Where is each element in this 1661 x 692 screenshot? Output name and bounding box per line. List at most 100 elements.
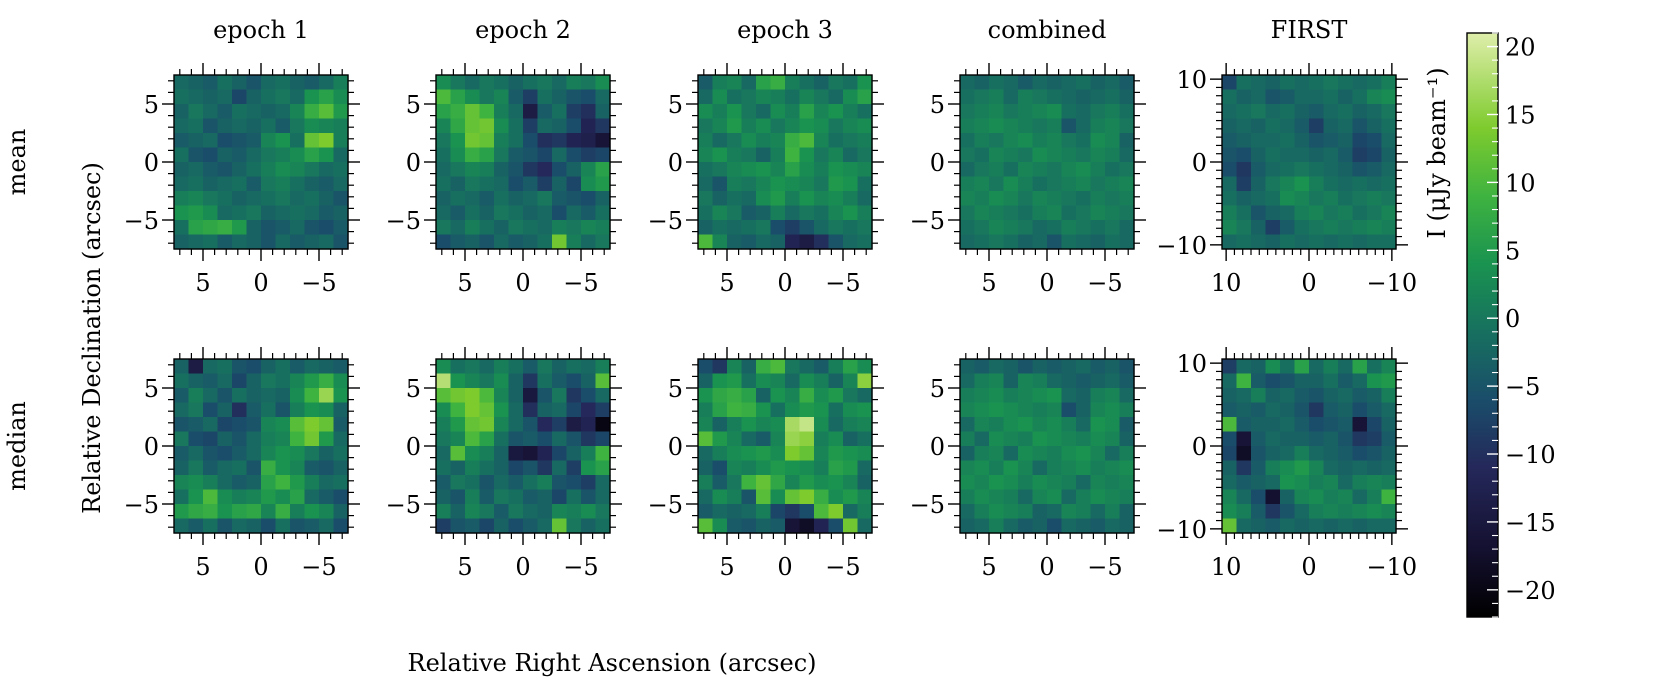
heatmap-cell bbox=[465, 359, 481, 375]
heatmap-cell bbox=[508, 220, 524, 236]
heatmap-cell bbox=[290, 475, 306, 491]
heatmap-cell bbox=[857, 191, 873, 207]
heatmap-cell bbox=[436, 205, 452, 221]
heatmap-cell bbox=[989, 518, 1005, 534]
heatmap-cell bbox=[857, 162, 873, 178]
heatmap-cell bbox=[989, 220, 1005, 236]
heatmap-cell bbox=[566, 373, 582, 389]
y-tick-label: 5 bbox=[930, 91, 945, 119]
heatmap-cell bbox=[1047, 431, 1063, 447]
y-tick-label: 5 bbox=[406, 375, 421, 403]
heatmap-cell bbox=[1047, 388, 1063, 404]
heatmap-cell bbox=[523, 359, 539, 375]
heatmap-cell bbox=[1323, 417, 1339, 433]
heatmap-cell bbox=[261, 504, 277, 520]
heatmap-cell bbox=[756, 518, 772, 534]
heatmap-cell bbox=[1280, 191, 1296, 207]
heatmap-cell bbox=[785, 359, 801, 375]
heatmap-cell bbox=[1251, 518, 1267, 534]
heatmap-cell bbox=[1090, 460, 1106, 476]
heatmap-cell bbox=[843, 446, 859, 462]
heatmap-cell bbox=[1061, 220, 1077, 236]
heatmap-cell bbox=[770, 489, 786, 505]
heatmap-cell bbox=[275, 205, 291, 221]
heatmap-cell bbox=[552, 388, 568, 404]
heatmap-cell bbox=[450, 191, 466, 207]
heatmap-cell bbox=[857, 118, 873, 134]
heatmap-cell bbox=[508, 205, 524, 221]
heatmap-cell bbox=[1032, 118, 1048, 134]
heatmap-cell bbox=[1076, 460, 1092, 476]
heatmap-cell bbox=[1367, 205, 1383, 221]
heatmap-cell bbox=[1032, 176, 1048, 192]
heatmap-cell bbox=[595, 431, 611, 447]
heatmap-cell bbox=[1090, 359, 1106, 375]
heatmap-cell bbox=[828, 191, 844, 207]
heatmap-cell bbox=[275, 460, 291, 476]
heatmap-cell bbox=[1018, 504, 1034, 520]
heatmap-cell bbox=[974, 402, 990, 418]
heatmap-cell bbox=[1090, 417, 1106, 433]
heatmap-cell bbox=[261, 104, 277, 120]
heatmap-cell bbox=[537, 89, 553, 105]
heatmap-cell bbox=[1309, 504, 1325, 520]
heatmap-cell bbox=[1032, 402, 1048, 418]
heatmap-cell bbox=[1381, 234, 1397, 250]
heatmap-cell bbox=[828, 104, 844, 120]
heatmap-cell bbox=[581, 518, 597, 534]
heatmap-cell bbox=[712, 417, 728, 433]
heatmap-cell bbox=[333, 460, 349, 476]
heatmap-cell bbox=[1076, 89, 1092, 105]
heatmap-cell bbox=[1265, 234, 1281, 250]
heatmap-cell bbox=[494, 431, 510, 447]
heatmap-cell bbox=[246, 388, 262, 404]
x-tick-label: 0 bbox=[1039, 269, 1054, 297]
heatmap-cell bbox=[727, 220, 743, 236]
heatmap-cell bbox=[494, 518, 510, 534]
heatmap-cell bbox=[304, 388, 320, 404]
heatmap-cell bbox=[1251, 234, 1267, 250]
heatmap-cell bbox=[727, 104, 743, 120]
heatmap-cell bbox=[304, 118, 320, 134]
heatmap-cell bbox=[333, 359, 349, 375]
heatmap-cell bbox=[333, 176, 349, 192]
heatmap-cell bbox=[508, 402, 524, 418]
heatmap-cell bbox=[566, 460, 582, 476]
heatmap-cell bbox=[756, 373, 772, 389]
heatmap-cell bbox=[552, 417, 568, 433]
heatmap-cell bbox=[304, 431, 320, 447]
heatmap-cell bbox=[770, 475, 786, 491]
heatmap-cell bbox=[741, 460, 757, 476]
x-tick-label: 5 bbox=[195, 269, 210, 297]
heatmap-cell bbox=[828, 75, 844, 91]
heatmap-cell bbox=[1338, 359, 1354, 375]
heatmap-cell bbox=[304, 518, 320, 534]
heatmap-cell bbox=[1032, 460, 1048, 476]
heatmap-cell bbox=[1105, 220, 1121, 236]
heatmap-cell bbox=[1352, 147, 1368, 163]
heatmap-cell bbox=[989, 147, 1005, 163]
heatmap-cell bbox=[333, 518, 349, 534]
heatmap-cell bbox=[1061, 133, 1077, 149]
heatmap-cell bbox=[595, 133, 611, 149]
heatmap-cell bbox=[857, 176, 873, 192]
heatmap-cell bbox=[799, 75, 815, 91]
heatmap-cell bbox=[1003, 205, 1019, 221]
heatmap-cell bbox=[537, 176, 553, 192]
heatmap-cell bbox=[1251, 133, 1267, 149]
heatmap-cell bbox=[1323, 504, 1339, 520]
heatmap-cell bbox=[1018, 220, 1034, 236]
heatmap-cell bbox=[1003, 89, 1019, 105]
heatmap-cell bbox=[595, 147, 611, 163]
heatmap-cell bbox=[960, 205, 976, 221]
heatmap-cell bbox=[479, 388, 495, 404]
heatmap-cell bbox=[1352, 162, 1368, 178]
heatmap-cell bbox=[712, 504, 728, 520]
heatmap-cell bbox=[698, 446, 714, 462]
heatmap-cell bbox=[814, 133, 830, 149]
heatmap-cell bbox=[974, 359, 990, 375]
heatmap-cell bbox=[1352, 504, 1368, 520]
heatmap-cell bbox=[712, 359, 728, 375]
heatmap-cell bbox=[275, 388, 291, 404]
heatmap-cell bbox=[581, 104, 597, 120]
